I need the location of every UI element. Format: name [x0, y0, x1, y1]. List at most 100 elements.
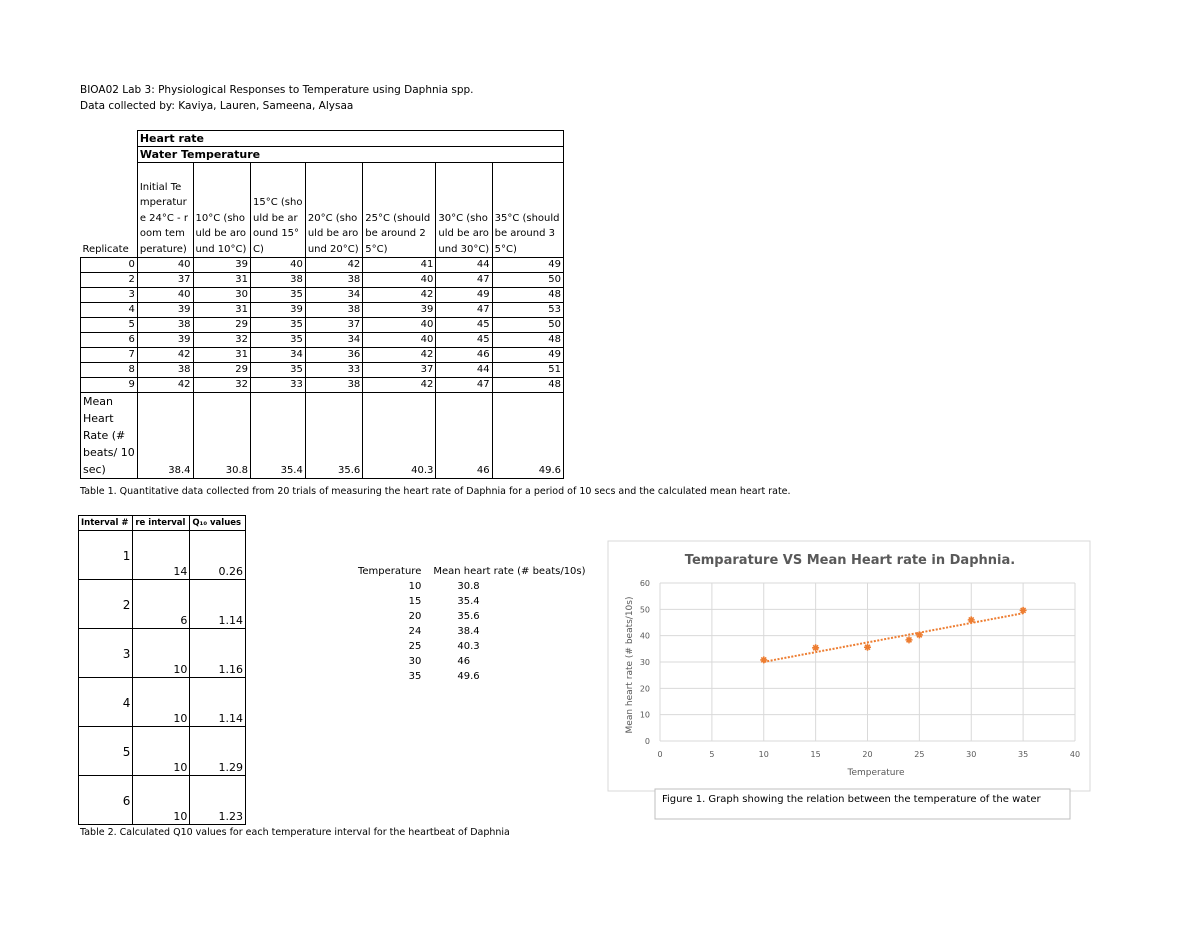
data-cell: 6: [80, 332, 138, 348]
data-cell: 45: [435, 317, 493, 333]
mean-label: Mean Heart Rate (# beats/ 10 sec): [80, 392, 138, 479]
chart: Temparature VS Mean Heart rate in Daphni…: [607, 540, 1091, 820]
chart-title: Temparature VS Mean Heart rate in Daphni…: [685, 553, 1015, 568]
data-row: 5 38 29 35 37 40 45 50: [80, 317, 565, 333]
data-cell: 7: [80, 347, 138, 363]
x-tick-label: 5: [709, 750, 714, 759]
data-cell: 49: [491, 257, 565, 273]
x-tick-label: 30: [966, 750, 976, 759]
y-tick-label: 0: [645, 737, 650, 746]
data-cell: 49: [435, 287, 493, 303]
data-cell: 39: [362, 302, 437, 318]
data-cell: 38: [304, 272, 364, 288]
data-row: 4 10 1.14: [77, 677, 246, 727]
column-header: 30°C (should be around 30°C): [435, 162, 493, 258]
data-cell: 25: [408, 641, 422, 652]
data-cell: 34: [304, 287, 364, 303]
data-cell: 39: [250, 302, 306, 318]
data-row: 6 39 32 35 34 40 45 48: [80, 332, 565, 348]
mean-row: Mean Heart Rate (# beats/ 10 sec) 38.4 30.…: [80, 392, 565, 479]
data-cell: 40: [362, 332, 437, 348]
y-axis-label: Mean heart rate (# beats/10s): [625, 597, 635, 734]
data-cell: 10: [132, 775, 191, 825]
data-cell: 4: [80, 302, 138, 318]
data-cell: 31: [192, 302, 252, 318]
header-row: Water Temperature: [81, 146, 565, 163]
data-cell: 40: [362, 317, 437, 333]
data-row: 24 38.4: [352, 624, 592, 639]
data-cell: 3: [80, 287, 138, 303]
data-cell: 5: [80, 317, 138, 333]
data-cell: 33: [304, 362, 364, 378]
data-cell: 42: [136, 377, 194, 393]
column-header: 10°C (should be around 10°C): [192, 162, 252, 258]
column-header-row: Replicate Initial Temperature 24°C - room…: [80, 162, 565, 258]
data-cell: 31: [192, 347, 252, 363]
data-cell: 46: [435, 347, 493, 363]
data-cell: 38: [304, 377, 364, 393]
data-cell: 15: [408, 596, 422, 607]
data-cell: 38: [136, 317, 194, 333]
data-row: 0 40 39 40 42 41 44 49: [80, 257, 565, 273]
data-cell: 6: [132, 579, 191, 629]
data-cell: 35: [250, 317, 306, 333]
table-heading: Heart rate: [136, 130, 565, 147]
mean-value: 35.4: [250, 392, 306, 479]
data-cell: 44: [435, 257, 493, 273]
data-point: [760, 656, 768, 664]
data-cell: 41: [362, 257, 437, 273]
data-cell: 35: [250, 362, 306, 378]
data-row: 6 10 1.23: [77, 775, 246, 825]
data-cell: 42: [304, 257, 364, 273]
data-cell: 33: [250, 377, 306, 393]
data-cell: 49.6: [457, 671, 480, 682]
data-cell: 42: [362, 377, 437, 393]
data-cell: 30.8: [457, 581, 480, 592]
y-tick-label: 10: [640, 711, 650, 720]
blank-cell: [81, 131, 138, 147]
data-cell: 40.3: [457, 641, 480, 652]
data-cell: 1: [77, 530, 134, 580]
data-cell: 30: [408, 656, 422, 667]
data-row: 20 35.6: [352, 609, 592, 624]
column-header-row: Interval # re interval Q₁₀ values: [77, 515, 246, 531]
data-cell: 37: [136, 272, 194, 288]
y-tick-label: 20: [640, 684, 650, 693]
data-cell: 50: [491, 272, 565, 288]
data-cell: 8: [80, 362, 138, 378]
data-cell: 38: [136, 362, 194, 378]
data-cell: 29: [192, 317, 252, 333]
data-cell: 39: [192, 257, 252, 273]
data-cell: 48: [491, 287, 565, 303]
data-cell: 1.16: [189, 628, 246, 678]
column-header: Interval #: [77, 515, 134, 531]
figure-caption-box: [654, 788, 1071, 820]
data-cell: 20: [408, 611, 422, 622]
mean-value: 38.4: [136, 392, 194, 479]
mean-value: 35.6: [304, 392, 364, 479]
heart-rate-table: Heart rate Water Temperature Replicate Init…: [80, 130, 565, 479]
data-cell: 35.6: [457, 611, 480, 622]
data-cell: 10: [132, 677, 191, 727]
data-cell: 45: [435, 332, 493, 348]
data-cell: 53: [491, 302, 565, 318]
column-header: 20°C (should be around 20°C): [304, 162, 364, 258]
data-cell: 40: [136, 257, 194, 273]
data-point: [1019, 606, 1027, 614]
column-header: Temperature: [358, 566, 422, 577]
data-cell: 39: [136, 332, 194, 348]
data-cell: 10: [408, 581, 422, 592]
column-header: 15°C (should be around 15°C): [250, 162, 306, 258]
data-cell: 32: [192, 332, 252, 348]
data-row: 7 42 31 34 36 42 46 49: [80, 347, 565, 363]
data-cell: 4: [77, 677, 134, 727]
data-cell: 36: [304, 347, 364, 363]
table2-caption: Table 2. Calculated Q10 values for each …: [80, 827, 510, 838]
data-cell: 14: [132, 530, 191, 580]
data-cell: 42: [362, 347, 437, 363]
data-cell: 10: [132, 726, 191, 776]
data-cell: 35: [408, 671, 422, 682]
x-tick-label: 35: [1018, 750, 1028, 759]
x-tick-label: 10: [759, 750, 769, 759]
column-header: re interval: [132, 515, 191, 531]
